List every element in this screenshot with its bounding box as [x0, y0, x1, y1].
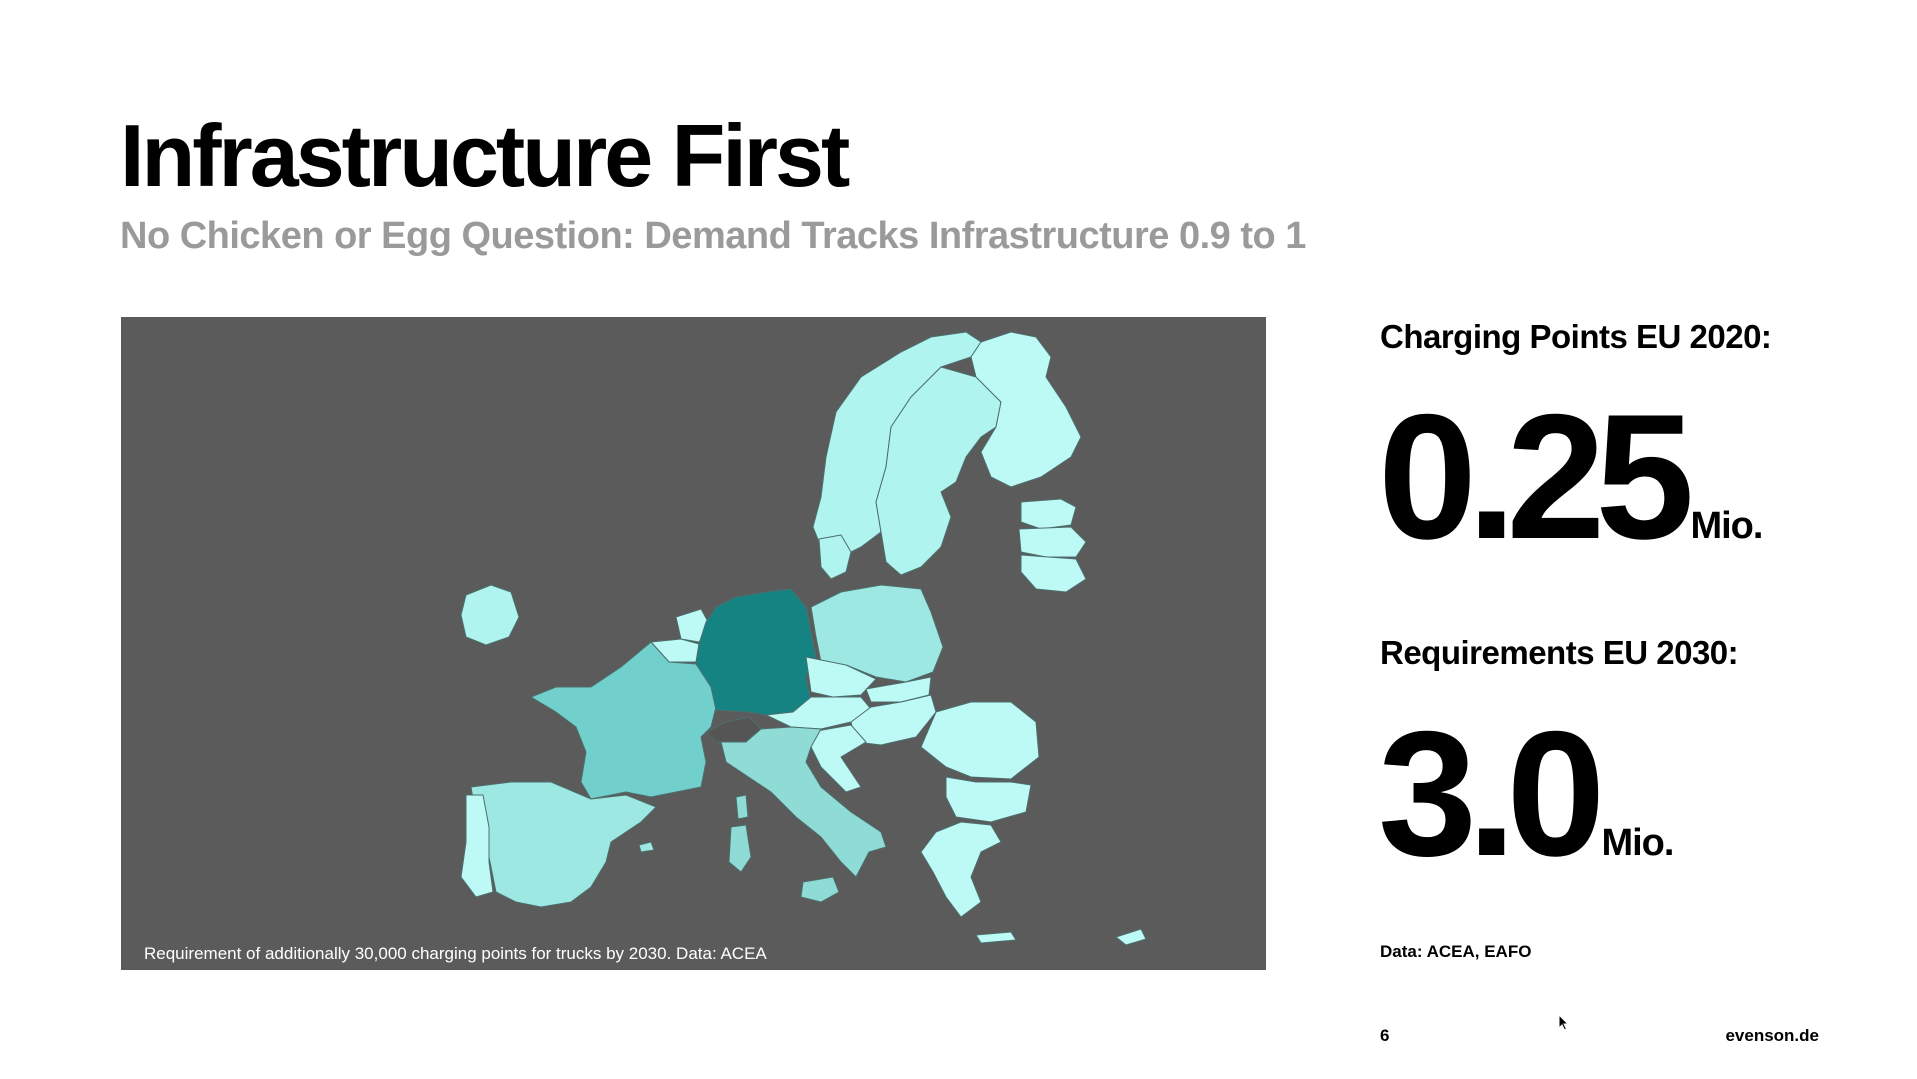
country-greece — [920, 821, 1002, 918]
current-stat-label: Charging Points EU 2020: — [1380, 318, 1772, 355]
country-romania — [920, 701, 1040, 780]
country-croatia — [810, 724, 867, 793]
country-ireland — [460, 584, 520, 646]
country-cyprus — [1115, 928, 1147, 946]
mouse-cursor-icon — [1558, 1014, 1570, 1031]
data-source: Data: ACEA, EAFO — [1380, 942, 1532, 961]
country-finland — [970, 331, 1082, 488]
target-stat-label: Requirements EU 2030: — [1380, 634, 1739, 671]
country-italy-sicily — [800, 876, 840, 903]
target-stat-value: 3.0 — [1378, 694, 1605, 893]
eu-map-panel: Requirement of additionally 30,000 charg… — [121, 317, 1266, 970]
current-stat-unit: Mio. — [1690, 505, 1763, 547]
country-estonia — [1020, 498, 1077, 530]
country-spain — [470, 781, 657, 908]
country-germany — [695, 588, 817, 716]
map-caption: Requirement of additionally 30,000 charg… — [144, 944, 767, 963]
current-stat: 0.25 Mio. — [1378, 377, 1763, 576]
slide-title: Infrastructure First — [120, 106, 850, 205]
country-lithuania — [1020, 554, 1087, 593]
country-spain-balearics — [638, 841, 655, 853]
target-stat: 3.0 Mio. — [1378, 694, 1674, 893]
country-denmark — [818, 534, 852, 580]
country-france-corsica — [735, 794, 749, 820]
target-stat-unit: Mio. — [1601, 822, 1674, 864]
page-number: 6 — [1380, 1026, 1390, 1045]
country-italy — [720, 726, 887, 878]
current-stat-value: 0.25 — [1378, 377, 1694, 576]
country-france — [530, 641, 717, 800]
country-bulgaria — [945, 776, 1032, 823]
country-greece-crete — [975, 931, 1017, 944]
slide-subtitle: No Chicken or Egg Question: Demand Track… — [120, 215, 1306, 257]
eu-map — [460, 331, 1147, 946]
country-czechia — [805, 656, 877, 698]
country-italy-sardinia — [728, 824, 752, 873]
country-portugal — [460, 794, 494, 898]
footer-site-link[interactable]: evenson.de — [1725, 1026, 1819, 1045]
country-latvia — [1018, 526, 1087, 558]
